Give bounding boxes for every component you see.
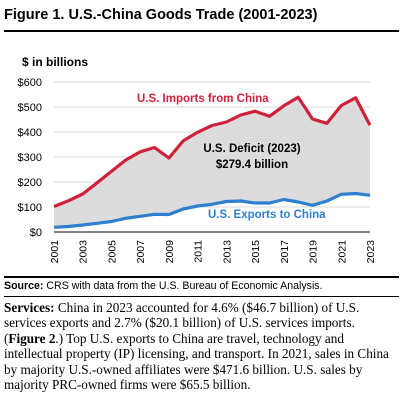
figure-title: Figure 1. U.S.-China Goods Trade (2001-2…: [4, 7, 399, 32]
paragraph-text-2: .) Top U.S. exports to China are travel,…: [4, 330, 389, 393]
chart-svg: $ in billions $0 $100 $200 $300 $400 $500 $600…: [18, 55, 377, 264]
x-tick-label: 2013: [221, 240, 233, 264]
x-tick-label: 2005: [106, 240, 118, 264]
units-label: $ in billions: [22, 55, 88, 69]
y-tick-label: $0: [30, 227, 42, 239]
x-tick-label: 2009: [164, 240, 176, 264]
source-text: CRS with data from the U.S. Bureau of Ec…: [43, 280, 323, 292]
x-tick-label: 2001: [49, 240, 61, 264]
imports-series-label: U.S. Imports from China: [137, 93, 269, 105]
exports-series-label: U.S. Exports to China: [208, 209, 326, 221]
x-tick-label: 2007: [135, 240, 147, 264]
x-tick-label: 2017: [279, 240, 291, 264]
x-tick-label: 2003: [78, 240, 90, 264]
imports-line: [53, 95, 372, 208]
y-tick-label: $600: [18, 77, 42, 89]
exports-line: [53, 191, 371, 229]
paragraph-text-1: China in 2023 accounted for 4.6% ($46.7 …: [4, 300, 360, 346]
source-label: Source:: [4, 280, 44, 292]
x-tick-label: 2021: [336, 240, 348, 264]
x-tick-label: 2023: [365, 240, 377, 264]
y-tick-label: $100: [18, 202, 42, 214]
paragraph-divider: [4, 296, 399, 297]
x-tick-label: 2015: [250, 240, 262, 264]
y-tick-label: $400: [18, 127, 42, 139]
deficit-area: [54, 97, 370, 228]
y-tick-label: $500: [18, 102, 42, 114]
y-tick-label: $200: [18, 177, 42, 189]
trade-chart: $ in billions $0 $100 $200 $300 $400 $500 $600…: [0, 38, 403, 278]
source-note: Source: CRS with data from the U.S. Bure…: [4, 280, 399, 292]
deficit-annotation-line2: $279.4 billion: [216, 159, 288, 171]
figure-2-reference[interactable]: Figure 2: [8, 330, 56, 346]
paragraph-lead: Services:: [4, 300, 55, 315]
services-paragraph: Services: China in 2023 accounted for 4.…: [4, 300, 397, 392]
source-divider: [4, 276, 399, 278]
y-tick-label: $300: [18, 152, 42, 164]
x-tick-label: 2019: [308, 240, 320, 264]
deficit-annotation-line1: U.S. Deficit (2023): [203, 143, 300, 155]
x-tick-label: 2011: [193, 240, 205, 263]
